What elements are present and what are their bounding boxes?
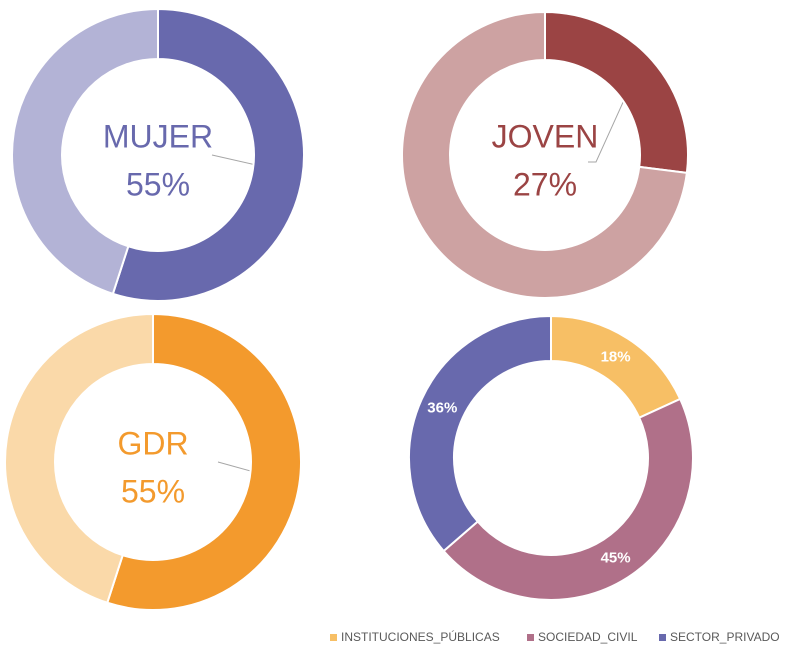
legend-swatch (527, 634, 534, 641)
data-label: 45% (601, 549, 631, 566)
donut-segment (401, 10, 688, 299)
legend-label: INSTITUCIONES_PÚBLICAS (341, 629, 500, 644)
donut-segment (106, 312, 302, 611)
legend-label: SECTOR_PRIVADO (670, 630, 780, 644)
center-value: 27% (513, 166, 577, 202)
center-label: MUJER (103, 118, 213, 154)
data-label: 36% (427, 399, 457, 416)
donut-segment (111, 7, 305, 302)
center-value: 55% (121, 473, 185, 509)
legend-swatch (659, 634, 666, 641)
donut-segment (11, 7, 159, 296)
donut-segment (550, 314, 682, 420)
legend-label: SOCIEDAD_CIVIL (538, 630, 638, 644)
legend-swatch (330, 634, 337, 641)
donut-segment (442, 397, 694, 601)
center-label: JOVEN (492, 118, 599, 154)
donut-segment (544, 10, 689, 175)
center-label: GDR (117, 425, 188, 461)
center-value: 55% (126, 166, 190, 202)
donut-segment (408, 314, 552, 553)
data-label: 18% (601, 348, 631, 365)
leader-line (588, 77, 635, 163)
donut-segment (4, 312, 154, 605)
